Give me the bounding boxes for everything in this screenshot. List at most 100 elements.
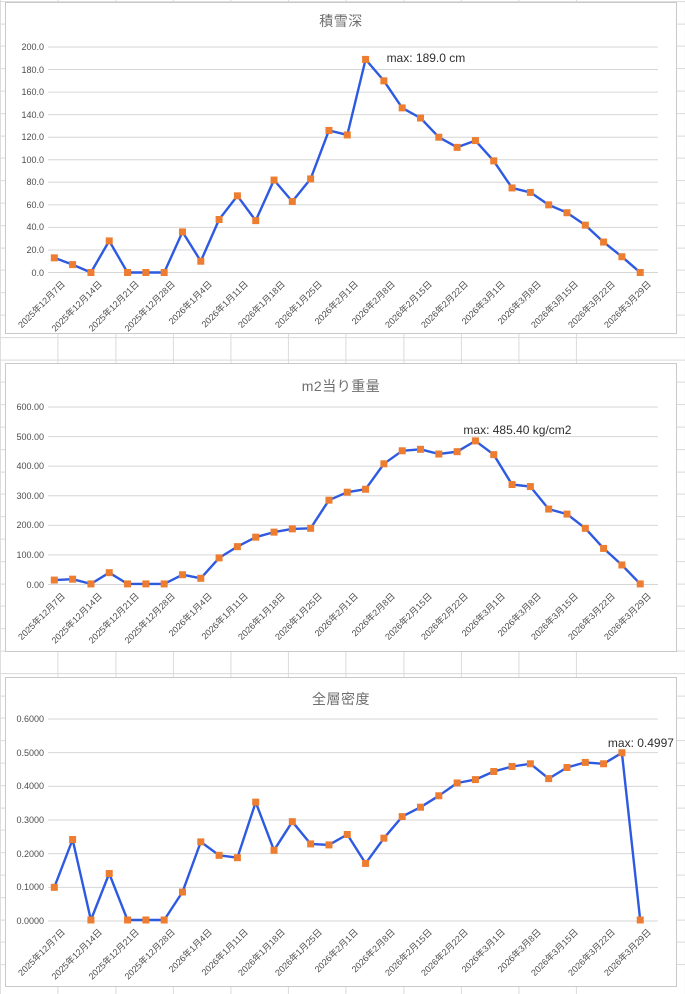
y-tick-label: 0.0000 (16, 916, 44, 926)
data-point-marker (362, 485, 370, 493)
data-point-marker (252, 217, 260, 225)
plot-area (48, 718, 658, 924)
data-point-marker (252, 798, 260, 806)
data-point-marker (288, 818, 296, 826)
data-point-marker (142, 916, 150, 924)
data-point-marker (618, 749, 626, 757)
data-point-marker (600, 544, 608, 552)
data-point-marker (178, 888, 186, 896)
data-point-marker (508, 184, 516, 192)
data-point-marker (197, 838, 205, 846)
data-point-marker (50, 576, 58, 584)
data-point-marker (124, 580, 132, 588)
max-annotation: max: 0.4997 (607, 735, 674, 750)
data-point-marker (545, 505, 553, 513)
chart-weight-per-m2[interactable]: m2当り重量 max: 485.40 kg/cm2 0.00 100.00 200.… (5, 363, 677, 652)
data-point-marker (142, 580, 150, 588)
data-point-marker (178, 228, 186, 236)
data-point-marker (215, 554, 223, 562)
y-tick-label: 80.0 (26, 177, 44, 188)
data-point-marker (508, 762, 516, 770)
data-point-marker (526, 483, 534, 491)
data-point-marker (215, 851, 223, 859)
data-point-marker (526, 188, 534, 196)
y-tick-label: 100.00 (16, 549, 44, 560)
series-line (53, 58, 642, 274)
chart-total-layer-density[interactable]: 全層密度 max: 0.4997 0.0000 0.1000 0.2000 0.300… (5, 677, 677, 987)
max-annotation: max: 485.40 kg/cm2 (463, 422, 572, 437)
data-point-marker (471, 776, 479, 784)
data-point-marker (252, 533, 260, 541)
y-tick-label: 40.0 (26, 222, 44, 233)
data-point-marker (545, 775, 553, 783)
y-tick-label: 20.0 (26, 244, 44, 255)
data-point-marker (288, 525, 296, 533)
plot-area (48, 46, 658, 276)
data-point-marker (362, 859, 370, 867)
y-tick-label: 600.00 (16, 402, 44, 412)
data-point-marker (343, 131, 351, 139)
y-tick-label: 140.0 (21, 109, 44, 120)
data-point-marker (600, 760, 608, 768)
data-point-marker (142, 269, 150, 276)
y-tick-label: 160.0 (21, 87, 44, 98)
data-point-marker (417, 114, 424, 122)
data-point-marker (581, 758, 589, 766)
data-point-marker (563, 763, 571, 771)
chart-title: 全層密度 (312, 691, 370, 707)
data-point-marker (453, 779, 461, 787)
y-tick-label: 100.0 (21, 154, 44, 165)
y-tick-label: 200.00 (16, 520, 44, 531)
y-tick-label: 0.0 (31, 267, 44, 278)
series-line (53, 439, 642, 586)
y-tick-label: 180.0 (21, 64, 44, 75)
data-point-marker (270, 846, 278, 854)
data-point-marker (380, 460, 388, 468)
data-point-marker (380, 834, 388, 842)
data-point-marker (233, 192, 241, 200)
data-point-marker (270, 176, 278, 184)
data-point-marker (197, 574, 205, 582)
data-point-marker (490, 451, 498, 459)
data-point-marker (307, 840, 315, 848)
y-tick-label: 120.0 (21, 132, 44, 143)
data-point-marker (380, 77, 388, 85)
data-point-marker (581, 221, 589, 229)
data-point-marker (178, 571, 186, 579)
data-point-marker (362, 55, 370, 63)
data-point-marker (69, 836, 77, 844)
chart-snow-depth[interactable]: 積雪深 max: 189.0 cm 0.0 20.0 40.0 60.0 80.0 100… (5, 2, 677, 334)
data-point-marker (490, 157, 498, 165)
data-point-marker (105, 569, 113, 577)
data-point-marker (69, 575, 77, 583)
data-point-marker (618, 561, 626, 569)
data-point-marker (233, 854, 241, 862)
data-point-marker (343, 488, 351, 496)
chart-title: 積雪深 (319, 13, 363, 29)
data-point-marker (398, 104, 406, 112)
data-point-marker (453, 448, 461, 456)
data-point-marker (124, 916, 132, 924)
y-tick-label: 0.3000 (16, 815, 44, 825)
data-point-marker (307, 524, 315, 532)
data-point-marker (618, 253, 626, 261)
data-point-marker (563, 209, 571, 217)
data-point-marker (398, 813, 406, 821)
data-point-marker (50, 883, 58, 891)
chart-title: m2当り重量 (301, 378, 381, 394)
data-point-marker (435, 133, 443, 141)
data-point-marker (215, 216, 223, 224)
data-point-marker (636, 580, 644, 588)
y-tick-label: 0.00 (26, 579, 44, 590)
data-point-marker (288, 197, 296, 205)
data-point-marker (435, 450, 443, 458)
data-point-marker (160, 269, 168, 276)
y-tick-label: 60.0 (26, 199, 44, 210)
data-point-marker (453, 143, 461, 151)
data-point-marker (343, 830, 351, 838)
data-point-marker (325, 841, 333, 849)
data-point-marker (197, 257, 205, 265)
data-point-marker (545, 201, 553, 209)
y-tick-label: 400.00 (16, 461, 44, 472)
